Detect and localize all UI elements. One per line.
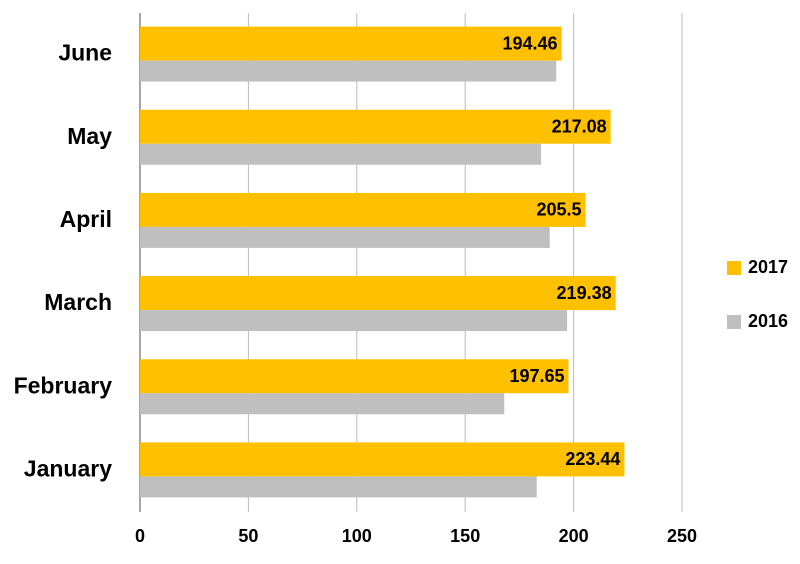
bar bbox=[140, 143, 542, 165]
bar bbox=[140, 359, 569, 394]
legend-swatch bbox=[727, 261, 741, 275]
y-tick-label: January bbox=[24, 455, 112, 481]
bar bbox=[140, 310, 568, 332]
data-label: 217.08 bbox=[552, 117, 607, 137]
bar bbox=[140, 192, 586, 227]
data-label: 219.38 bbox=[557, 283, 612, 303]
y-tick-label: June bbox=[58, 40, 112, 66]
bar bbox=[140, 226, 550, 248]
data-label: 197.65 bbox=[509, 366, 564, 386]
x-tick-label: 50 bbox=[238, 526, 258, 546]
legend-label: 2017 bbox=[748, 257, 788, 277]
x-tick-label: 250 bbox=[667, 526, 697, 546]
x-tick-label: 150 bbox=[450, 526, 480, 546]
y-tick-label: March bbox=[44, 289, 112, 315]
y-tick-label: April bbox=[60, 206, 112, 232]
bar bbox=[140, 393, 505, 415]
y-tick-label: February bbox=[14, 372, 113, 398]
legend-swatch bbox=[727, 315, 741, 329]
bar bbox=[140, 26, 562, 61]
y-tick-label: May bbox=[67, 123, 112, 149]
data-label: 194.46 bbox=[503, 33, 558, 53]
x-tick-label: 0 bbox=[135, 526, 145, 546]
legend-label: 2016 bbox=[748, 311, 788, 331]
bar bbox=[140, 109, 611, 144]
x-tick-label: 200 bbox=[559, 526, 589, 546]
bar bbox=[140, 476, 537, 498]
bar bbox=[140, 276, 616, 311]
data-label: 205.5 bbox=[536, 200, 581, 220]
data-label: 223.44 bbox=[565, 449, 620, 469]
x-tick-label: 100 bbox=[342, 526, 372, 546]
bar bbox=[140, 60, 557, 82]
bar bbox=[140, 442, 625, 477]
